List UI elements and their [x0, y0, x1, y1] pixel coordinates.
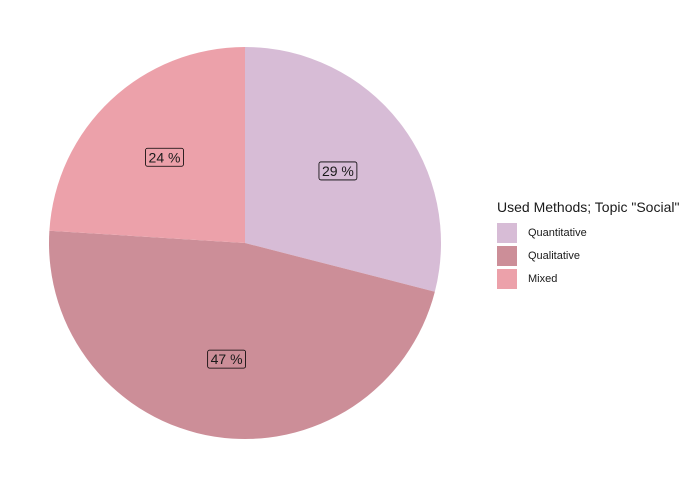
- slice-label-quantitative: 29 %: [318, 161, 358, 181]
- legend-label-mixed: Mixed: [528, 272, 558, 285]
- pie-slice-quantitative: [245, 47, 441, 292]
- pie-slice-mixed: [49, 47, 245, 243]
- pie-slices: [49, 47, 441, 439]
- slice-labels: 29 % 47 % 24 %: [145, 147, 358, 369]
- legend-item-mixed: Mixed: [497, 267, 679, 290]
- legend-swatch-mixed: [497, 268, 517, 289]
- slice-label-box-qualitative: [207, 349, 246, 369]
- legend-item-qualitative: Qualitative: [497, 244, 679, 267]
- slice-label-mixed: 24 %: [145, 147, 184, 167]
- slice-label-box-quantitative: [318, 161, 358, 181]
- legend-item-quantitative: Quantitative: [497, 221, 679, 244]
- slice-label-text-mixed: 24 %: [149, 149, 181, 165]
- legend: Used Methods; Topic "Social" Quantitativ…: [497, 199, 679, 290]
- legend-label-quantitative: Quantitative: [528, 226, 587, 239]
- slice-label-text-quantitative: 29 %: [322, 163, 354, 179]
- legend-swatch-qualitative: [497, 245, 517, 266]
- legend-swatch-quantitative: [497, 222, 517, 243]
- legend-label-qualitative: Qualitative: [528, 249, 580, 262]
- slice-label-text-qualitative: 47 %: [211, 351, 243, 367]
- legend-title: Used Methods; Topic "Social": [497, 199, 680, 215]
- pie-slice-qualitative: [49, 230, 435, 439]
- slice-label-box-mixed: [145, 147, 184, 167]
- slice-label-qualitative: 47 %: [207, 349, 246, 369]
